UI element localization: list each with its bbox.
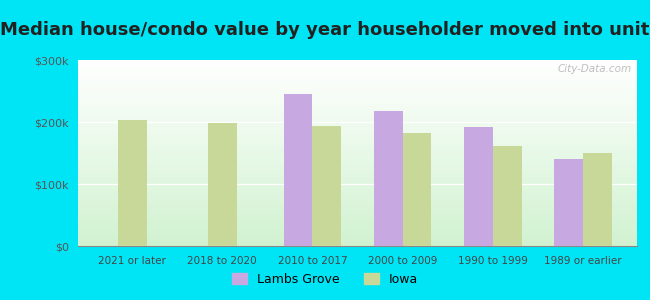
Bar [118, 120, 146, 246]
Bar [374, 111, 402, 246]
Bar [464, 127, 493, 246]
Bar [313, 126, 341, 246]
Bar [583, 153, 612, 246]
Text: City-Data.com: City-Data.com [557, 64, 631, 74]
Bar [554, 159, 583, 246]
Bar [493, 146, 521, 246]
Bar [283, 94, 313, 246]
Legend: Lambs Grove, Iowa: Lambs Grove, Iowa [227, 268, 423, 291]
Text: Median house/condo value by year householder moved into unit: Median house/condo value by year househo… [0, 21, 650, 39]
Bar [402, 133, 432, 246]
Bar [208, 123, 237, 246]
